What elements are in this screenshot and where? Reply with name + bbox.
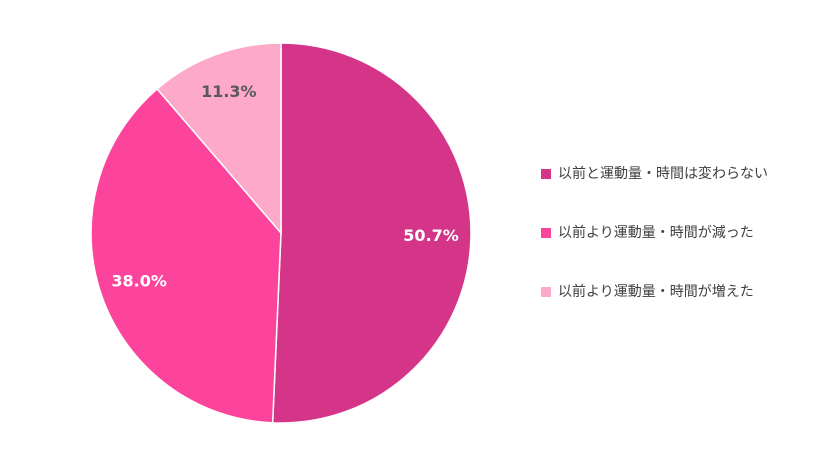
legend-swatch bbox=[541, 287, 551, 297]
legend-label: 以前より運動量・時間が減った bbox=[558, 224, 754, 241]
legend-swatch bbox=[541, 169, 551, 179]
pie-slice bbox=[156, 42, 282, 236]
pie-slice bbox=[271, 42, 472, 424]
pie-slice bbox=[90, 87, 282, 424]
legend-label: 以前より運動量・時間が増えた bbox=[558, 283, 754, 300]
legend-swatch bbox=[541, 228, 551, 238]
value-label: 11.3% bbox=[201, 82, 257, 101]
value-label: 38.0% bbox=[111, 272, 167, 291]
value-label: 50.7% bbox=[403, 226, 459, 245]
legend-label: 以前と運動量・時間は変わらない bbox=[558, 165, 768, 182]
